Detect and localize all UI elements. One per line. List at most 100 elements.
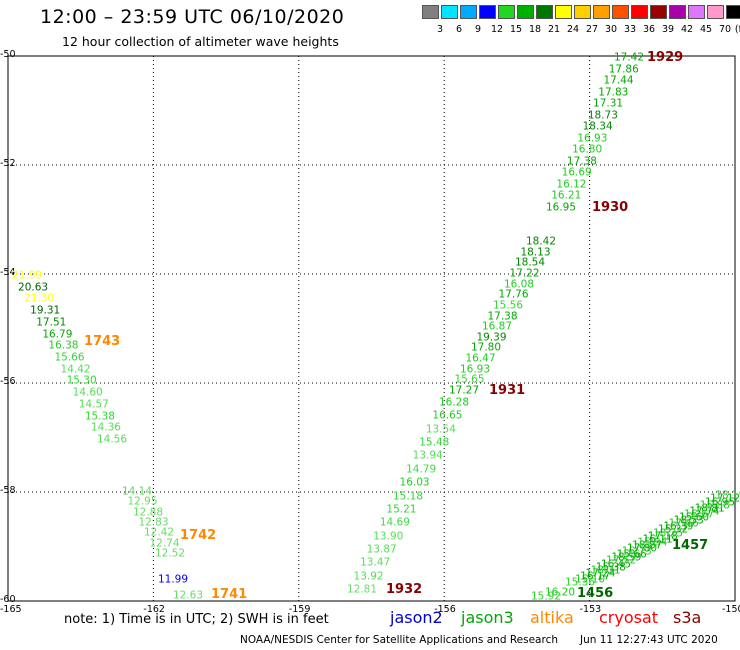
scale-label: 30: [604, 24, 618, 35]
wave-height-value: 12.42: [143, 526, 175, 539]
credit-text: NOAA/NESDIS Center for Satellite Applica…: [240, 634, 558, 646]
legend-jason2: jason2: [390, 608, 443, 627]
latitude-label: -52: [0, 158, 16, 169]
longitude-label: -162: [143, 604, 165, 615]
wave-height-value: 16.79: [42, 327, 73, 340]
wave-height-value: 19.31: [30, 304, 61, 317]
wave-height-value: 17.42: [613, 51, 645, 64]
wave-height-value: 18.42: [525, 235, 557, 248]
pass-time-label: 1742: [180, 527, 217, 543]
wave-height-value: 12.63: [172, 589, 204, 602]
wave-height-value: 18.54: [514, 256, 546, 269]
longitude-label: -159: [288, 604, 311, 615]
scale-swatch: [593, 5, 610, 19]
wave-height-value: 18.34: [582, 120, 613, 133]
wave-height-value: 16.73: [621, 545, 652, 558]
wave-height-value: 15.88: [699, 498, 730, 511]
scale-swatch: [669, 5, 686, 19]
wave-height-value: 17.51: [36, 316, 67, 329]
wave-height-value: 21.30: [24, 292, 55, 305]
scale-swatch: [460, 5, 477, 19]
wave-height-value: 13.94: [412, 449, 443, 462]
scale-label: 18: [528, 24, 542, 35]
pass-time-label: 1932: [386, 581, 423, 597]
wave-height-value: 13.92: [353, 570, 384, 583]
scale-label: 6: [455, 24, 463, 35]
wave-height-value: 17.86: [608, 62, 639, 75]
scale-label: 33: [623, 24, 637, 35]
wave-height-value: 17.52: [606, 554, 637, 567]
wave-height-value: 18.87: [632, 539, 663, 552]
pass-time-label: 1929: [647, 49, 684, 65]
scale-label: 70: [718, 24, 732, 35]
wave-height-value: 17.80: [626, 542, 658, 555]
wave-height-value: 16.69: [561, 166, 592, 179]
wave-height-value: 17.44: [603, 74, 634, 87]
wave-height-value: 15.60: [678, 511, 710, 524]
wave-height-value: 17.83: [598, 86, 629, 99]
wave-height-value: 14.42: [60, 363, 91, 376]
wave-height-value: 16.93: [459, 363, 491, 376]
wave-height-value: 18.19: [715, 489, 740, 502]
scale-label: 42: [680, 24, 694, 35]
wave-height-value: 15.66: [616, 548, 647, 561]
wave-height-value: 15.38: [595, 560, 626, 573]
wave-height-value: 15.32: [658, 523, 689, 536]
wave-height-value: 17.24: [585, 567, 616, 580]
wave-height-value: 14.57: [78, 398, 109, 411]
wave-height-value: 15.38: [84, 409, 115, 422]
scale-swatch: [536, 5, 553, 19]
wave-height-value: 14.14: [121, 485, 153, 498]
wave-height-value: 16.80: [572, 143, 603, 156]
wave-height-value: 12.74: [149, 537, 180, 550]
wave-height-value: 15.30: [66, 374, 97, 387]
legend-jason3: jason3: [461, 608, 514, 627]
wave-height-value: 12.88: [132, 506, 164, 519]
pass-time-label: 1741: [211, 586, 248, 602]
scale-label: 24: [566, 24, 580, 35]
wave-height-value: 17.46: [668, 517, 699, 530]
wave-height-value: 12.52: [154, 547, 186, 560]
scale-swatch: [441, 5, 458, 19]
wave-height-value: 16.21: [551, 189, 582, 202]
wave-height-value: 18.31: [590, 564, 621, 577]
latitude-label: -54: [0, 267, 16, 278]
wave-height-value: 17.38: [487, 309, 518, 322]
wave-height-value: 16.87: [481, 320, 513, 333]
wave-height-value: 18.73: [587, 109, 618, 122]
wave-height-value: 16.39: [663, 520, 694, 533]
scale-label: 27: [585, 24, 599, 35]
wave-height-value: 17.76: [498, 288, 529, 301]
wave-height-value: 13.90: [373, 529, 404, 542]
wave-height-value: 17.31: [593, 97, 624, 110]
wave-height-value: 17.38: [566, 155, 597, 168]
wave-height-value: 16.95: [545, 201, 577, 214]
latitude-label: -50: [0, 49, 16, 60]
wave-height-value: 16.67: [684, 508, 715, 521]
wave-height-value: 16.20: [544, 586, 576, 599]
scale-swatch: [726, 5, 740, 19]
wave-height-value: 11.99: [157, 573, 189, 586]
latitude-label: -60: [0, 594, 16, 605]
wave-height-value: 18.53: [673, 514, 704, 527]
wave-height-value: 12.81: [346, 583, 378, 596]
wave-height-value: 15.92: [530, 590, 562, 603]
pass-time-label: 1456: [577, 585, 614, 601]
wave-height-value: 19.39: [476, 331, 507, 344]
wave-height-value: 17.12: [710, 492, 740, 505]
wave-height-value: 16.03: [399, 476, 430, 489]
scale-swatch: [479, 5, 496, 19]
wave-height-value: 15.10: [574, 573, 606, 586]
longitude-label: -156: [434, 604, 456, 615]
scale-label: 36: [642, 24, 656, 35]
scale-swatch: [631, 5, 648, 19]
wave-height-value: 15.94: [637, 536, 668, 549]
wave-height-value: 18.81: [694, 502, 725, 515]
scale-swatch: [422, 5, 439, 19]
longitude-label: -165: [0, 604, 22, 615]
wave-height-value: 12.95: [127, 495, 158, 508]
pass-time-label: 1743: [84, 333, 121, 349]
scale-swatch: [555, 5, 572, 19]
wave-height-value: 16.65: [432, 409, 463, 422]
